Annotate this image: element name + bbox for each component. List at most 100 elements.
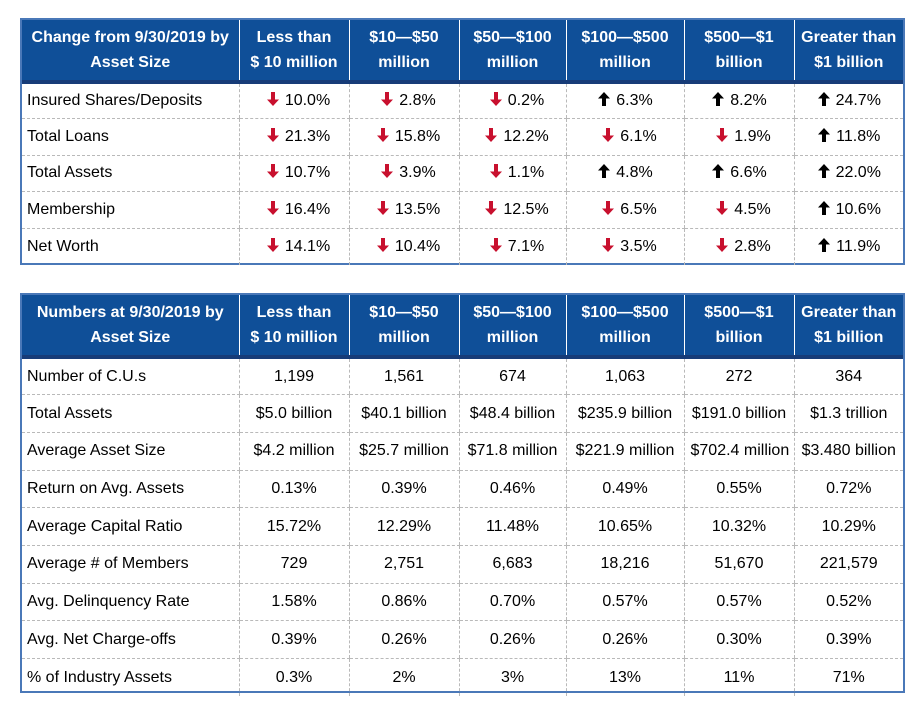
table-cell: 1,063: [565, 357, 684, 396]
table-cell: 10.32%: [683, 507, 794, 546]
change-value: 16.4%: [284, 200, 331, 218]
table-cell: 0.46%: [458, 470, 566, 509]
column-header: Less than $ 10 million: [238, 295, 349, 359]
header-line: $10—$50: [369, 304, 439, 321]
change-cell: 0.2%: [458, 82, 566, 119]
change-value: 1.1%: [507, 164, 545, 182]
change-value: 8.2%: [730, 92, 767, 109]
table-cell: $235.9 billion: [565, 394, 684, 433]
change-value: 4.8%: [616, 164, 653, 182]
row-label: Insured Shares/Deposits: [22, 82, 239, 119]
arrow-up-icon: [598, 164, 611, 179]
table-cell: $4.2 million: [238, 432, 349, 471]
table-cell: 18,216: [565, 545, 684, 584]
arrow-down-icon: [716, 200, 729, 215]
change-value: 10.4%: [394, 237, 441, 255]
change-cell: 13.5%: [348, 191, 459, 229]
change-cell: 10.7%: [238, 155, 349, 192]
arrow-up-icon: [712, 164, 725, 179]
column-header: $500—$1 billion: [683, 295, 794, 359]
table-cell: 272: [683, 357, 794, 396]
table-cell: $40.1 billion: [348, 394, 459, 433]
header-line: Asset Size: [90, 54, 171, 71]
change-cell: 21.3%: [238, 118, 349, 156]
row-label-header: Numbers at 9/30/2019 by Asset Size: [22, 295, 239, 359]
row-label: Net Worth: [27, 237, 99, 255]
change-cell: 10.0%: [238, 82, 349, 119]
header-line: million: [378, 329, 430, 346]
table-cell: 11%: [683, 658, 794, 697]
change-value: 6.1%: [620, 127, 657, 145]
header-line: $10—$50: [369, 29, 439, 46]
column-header: $500—$1 billion: [683, 20, 794, 84]
change-cell: 12.5%: [458, 191, 566, 229]
arrow-down-icon: [489, 92, 502, 106]
arrow-up-icon: [818, 237, 831, 252]
change-cell: 6.6%: [683, 155, 794, 192]
column-header: Greater than $1 billion: [793, 20, 903, 84]
arrow-up-icon: [598, 92, 611, 106]
table-cell: $71.8 million: [458, 432, 566, 471]
header-line: Less than: [256, 29, 332, 46]
column-header: Less than $ 10 million: [238, 20, 349, 84]
header-line: billion: [715, 329, 763, 346]
table-cell: 0.26%: [458, 620, 566, 659]
row-label: % of Industry Assets: [27, 668, 172, 686]
header-line: million: [378, 54, 430, 71]
header-line: $100—$500: [581, 29, 669, 46]
table-cell: 0.70%: [458, 583, 566, 622]
change-cell: 8.2%: [683, 82, 794, 119]
table-cell: 0.57%: [683, 583, 794, 622]
header-line: $1 billion: [814, 54, 884, 71]
change-cell: 7.1%: [458, 228, 566, 265]
arrow-down-icon: [381, 92, 394, 106]
table-cell: 0.72%: [793, 470, 903, 509]
table-cell: $5.0 billion: [238, 394, 349, 433]
header-line: $ 10 million: [250, 329, 338, 346]
change-value: 2.8%: [399, 92, 436, 109]
arrow-up-icon: [818, 127, 831, 142]
change-value: 13.5%: [394, 200, 441, 218]
row-label-header: Change from 9/30/2019 by Asset Size: [22, 20, 239, 84]
arrow-down-icon: [381, 164, 394, 179]
table-cell: 0.49%: [565, 470, 684, 509]
table-cell: 1.58%: [238, 583, 349, 622]
table-cell: 15.72%: [238, 507, 349, 546]
change-value: 11.8%: [836, 127, 881, 145]
header-line: Greater than: [801, 304, 897, 321]
table-cell: 0.52%: [793, 583, 903, 622]
table-cell: 1,561: [348, 357, 459, 396]
table-cell: 0.26%: [565, 620, 684, 659]
change-value: 6.3%: [616, 92, 653, 109]
table-cell: $1.3 trillion: [793, 394, 903, 433]
header-line: Less than: [256, 304, 332, 321]
arrow-down-icon: [266, 92, 279, 106]
change-value: 7.1%: [507, 237, 545, 255]
row-label: Number of C.U.s: [22, 357, 239, 396]
change-cell: 6.5%: [565, 191, 684, 229]
header-line: $50—$100: [473, 29, 552, 46]
table-row: Number of C.U.s 1,199 1,561 674 1,063 272 364: [22, 357, 903, 396]
column-header: $100—$500 million: [565, 295, 684, 359]
arrow-down-icon: [266, 237, 279, 252]
change-cell: 22.0%: [793, 155, 903, 192]
arrow-down-icon: [489, 164, 502, 179]
table-cell: 0.86%: [348, 583, 459, 622]
table-cell: $3.480 billion: [793, 432, 903, 471]
change-value: 12.2%: [503, 127, 549, 145]
column-header: $100—$500 million: [565, 20, 684, 84]
arrow-up-icon: [817, 164, 830, 179]
change-cell: 3.9%: [348, 155, 459, 192]
header-line: Numbers at 9/30/2019 by: [36, 304, 224, 321]
table-row: Total Assets 10.7% 3.9% 1.1% 4.8% 6.6% 22.0%: [22, 155, 903, 192]
change-value: 12.5%: [503, 200, 549, 218]
header-line: million: [599, 54, 651, 71]
change-cell: 12.2%: [458, 118, 566, 156]
arrow-down-icon: [716, 127, 729, 142]
table-row: Avg. Net Charge-offs 0.39% 0.26% 0.26% 0.26%…: [22, 620, 903, 659]
change-cell: 24.7%: [793, 82, 903, 119]
header-line: $500—$1: [704, 304, 774, 321]
table-cell: 0.39%: [348, 470, 459, 509]
change-value: 4.5%: [734, 200, 771, 218]
change-cell: 6.1%: [565, 118, 684, 156]
